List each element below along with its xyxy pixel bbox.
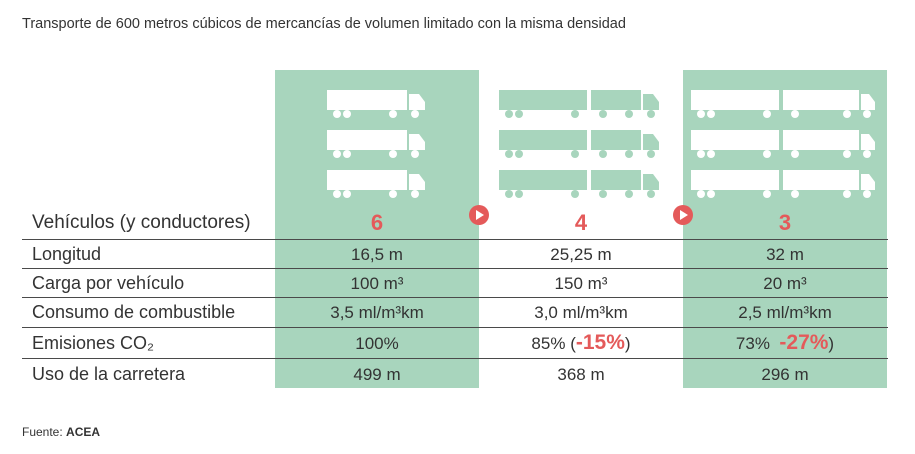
emissions-value: 85%: [531, 334, 566, 353]
fuel-1: 3,5 ml/m³km: [330, 303, 424, 322]
emissions-change: -27%: [779, 331, 829, 354]
row-label-length: Longitud: [32, 244, 102, 264]
truck-icon: [499, 130, 659, 158]
truck-group-2: [499, 90, 659, 198]
truck-group-3: [691, 90, 875, 198]
road-use-1: 499 m: [353, 365, 401, 384]
truck-icon: [327, 170, 425, 198]
column-background-3: [683, 70, 887, 388]
vehicles-count-1: 6: [370, 210, 384, 235]
truck-icon: [499, 170, 659, 198]
row-label-fuel: Consumo de combustible: [32, 302, 236, 322]
road-use-3: 296 m: [761, 365, 809, 384]
length-2: 25,25 m: [550, 245, 612, 264]
fuel-2: 3,0 ml/m³km: [534, 303, 628, 322]
row-label-road-use: Uso de la carretera: [32, 364, 186, 384]
vehicles-count-3: 3: [778, 210, 792, 235]
row-divider: [22, 327, 888, 328]
emissions-3: 73% -27%): [683, 331, 887, 355]
emissions-change: -15%: [575, 331, 625, 354]
row-divider: [22, 358, 888, 359]
row-divider: [22, 268, 888, 269]
truck-icon: [691, 170, 875, 198]
truck-icon: [691, 90, 875, 118]
arrow-right-icon: [469, 205, 489, 225]
load-2: 150 m³: [554, 274, 608, 293]
source-name: ACEA: [66, 425, 101, 439]
emissions-paren-close: ): [828, 334, 835, 353]
row-divider: [22, 297, 888, 298]
row-label-load: Carga por vehículo: [32, 273, 185, 293]
load-1: 100 m³: [350, 274, 404, 293]
length-3: 32 m: [766, 245, 804, 264]
road-use-2: 368 m: [557, 365, 605, 384]
column-background-1: [275, 70, 479, 388]
source-note: Fuente: ACEA: [22, 425, 100, 439]
truck-group-1: [327, 90, 425, 198]
row-label-emissions: Emisiones CO₂: [32, 333, 155, 353]
emissions-paren-open: (: [570, 334, 576, 353]
load-3: 20 m³: [763, 274, 807, 293]
emissions-2: 85% (-15%): [479, 331, 683, 355]
truck-icon: [327, 90, 425, 118]
fuel-3: 2,5 ml/m³km: [738, 303, 832, 322]
truck-icon: [327, 130, 425, 158]
truck-icon: [499, 90, 659, 118]
emissions-paren-close: ): [624, 334, 631, 353]
chart-title: Transporte de 600 metros cúbicos de merc…: [22, 16, 626, 32]
source-label: Fuente:: [22, 425, 63, 439]
length-1: 16,5 m: [351, 245, 403, 264]
vehicles-count-2: 4: [574, 210, 588, 235]
arrow-right-icon: [673, 205, 693, 225]
row-divider: [22, 239, 888, 240]
row-label-vehicles: Vehículos (y conductores): [32, 212, 251, 233]
emissions-value: 73%: [735, 334, 770, 353]
truck-icon: [691, 130, 875, 158]
emissions-1: 100%: [355, 334, 399, 353]
